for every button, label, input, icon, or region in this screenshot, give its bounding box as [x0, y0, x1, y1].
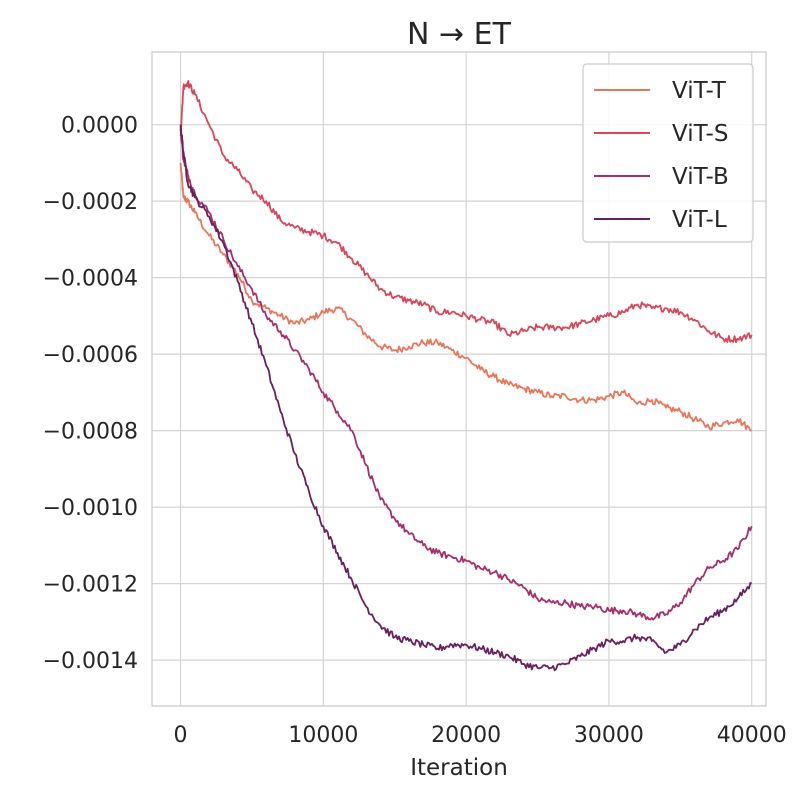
legend-label-vit-t: ViT-T	[672, 78, 727, 104]
legend-box	[582, 63, 754, 243]
series-line-vit-t	[179, 162, 753, 432]
y-tick-label: −0.0002	[43, 190, 138, 215]
x-tick-label: 30000	[574, 723, 644, 748]
legend-label-vit-s: ViT-S	[672, 121, 728, 147]
y-tick-label: 0.0000	[61, 114, 138, 139]
chart-title: N → ET	[407, 17, 512, 52]
y-tick-label: −0.0006	[43, 343, 138, 368]
x-tick-label: 10000	[288, 723, 358, 748]
y-tick-label: −0.0014	[43, 649, 138, 674]
grid	[152, 52, 766, 706]
legend: ViT-T ViT-S ViT-B ViT-L	[582, 63, 754, 243]
plot-area	[151, 51, 767, 707]
x-tick-label: 0	[174, 723, 188, 748]
legend-label-vit-l: ViT-L	[672, 207, 727, 233]
series-line-vit-b	[179, 128, 753, 621]
y-tick-label: −0.0012	[43, 573, 138, 598]
legend-label-vit-b: ViT-B	[672, 164, 729, 190]
series-line-vit-l	[179, 124, 753, 672]
x-axis-label: Iteration	[410, 755, 508, 781]
x-tick-label: 40000	[717, 723, 787, 748]
series-lines	[179, 80, 753, 672]
y-tick-label: −0.0010	[43, 496, 138, 521]
y-tick-label: −0.0004	[43, 267, 138, 292]
series-line-vit-s	[179, 80, 753, 344]
tick-labels: 0 10000 20000 30000 40000 0.0000 −0.0002 −0.000…	[43, 114, 787, 748]
y-tick-label: −0.0008	[43, 420, 138, 445]
x-tick-label: 20000	[431, 723, 501, 748]
